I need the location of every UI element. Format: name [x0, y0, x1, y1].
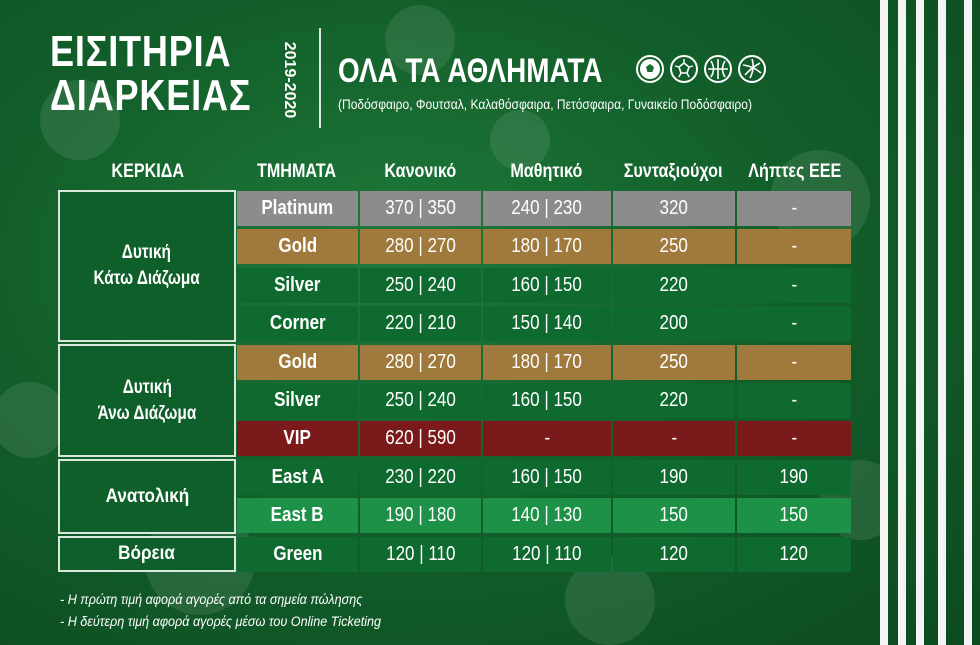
section-cell: East B	[237, 498, 358, 533]
sports-title: ΟΛΑ ΤΑ ΑΘΛΗΜΑΤΑ	[338, 52, 603, 90]
futsal-ball-icon	[670, 55, 698, 83]
section-cell: Gold	[237, 229, 358, 264]
stand-west-upper: Δυτική Άνω Διάζωμα	[58, 344, 236, 457]
regular-price-cell: 250 | 240	[360, 383, 481, 418]
student-price-cell: 240 | 230	[483, 191, 611, 226]
section-cell: Green	[237, 537, 358, 572]
student-price-cell: 180 | 170	[483, 345, 611, 380]
pensioner-price-cell: 220	[613, 268, 735, 303]
eee-price-cell: 150	[737, 498, 851, 533]
pensioner-price-cell: 190	[613, 460, 735, 495]
pensioner-price-cell: 320	[613, 191, 735, 226]
eee-price-cell: -	[737, 383, 851, 418]
regular-price-cell: 370 | 350	[360, 191, 481, 226]
section-cell: Platinum	[237, 191, 358, 226]
footnote-2: - Η δεύτερη τιμή αφορά αγορές μέσω του O…	[60, 613, 382, 629]
sports-subtitle: (Ποδόσφαιρο, Φουτσαλ, Καλαθόσφαιρα, Πετό…	[338, 96, 752, 112]
header-pensioner: Συνταξιούχοι	[623, 161, 723, 182]
regular-price-cell: 120 | 110	[360, 537, 481, 572]
footnote-1: - Η πρώτη τιμή αφορά αγορές από τα σημεί…	[60, 591, 363, 607]
student-price-cell: 180 | 170	[483, 229, 611, 264]
pensioner-price-cell: -	[613, 421, 735, 456]
soccer-ball-icon	[636, 55, 664, 83]
student-price-cell: 150 | 140	[483, 306, 611, 341]
student-price-cell: 120 | 110	[483, 537, 611, 572]
volleyball-icon	[738, 55, 766, 83]
title-line-2: ΔΙΑΡΚΕΙΑΣ	[50, 71, 252, 120]
header-student: Μαθητικό	[509, 161, 583, 182]
pensioner-price-cell: 200	[613, 306, 735, 341]
eee-price-cell: 190	[737, 460, 851, 495]
page-title: ΕΙΣΙΤΗΡΙΑ ΔΙΑΡΚΕΙΑΣ	[50, 30, 251, 118]
regular-price-cell: 220 | 210	[360, 306, 481, 341]
pensioner-price-cell: 120	[613, 537, 735, 572]
stand-west-lower: Δυτική Κάτω Διάζωμα	[58, 190, 236, 342]
student-price-cell: -	[483, 421, 611, 456]
eee-price-cell: -	[737, 345, 851, 380]
header-regular: Κανονικό	[384, 161, 456, 182]
eee-price-cell: -	[737, 191, 851, 226]
eee-price-cell: -	[737, 268, 851, 303]
section-cell: Silver	[237, 383, 358, 418]
basketball-icon	[704, 55, 732, 83]
eee-price-cell: -	[737, 229, 851, 264]
sport-icons	[636, 55, 766, 83]
regular-price-cell: 190 | 180	[360, 498, 481, 533]
student-price-cell: 140 | 130	[483, 498, 611, 533]
eee-price-cell: -	[737, 306, 851, 341]
stand-east: Ανατολική	[58, 459, 236, 534]
eee-price-cell: 120	[737, 537, 851, 572]
stand-north: Βόρεια	[58, 536, 236, 572]
section-cell: Silver	[237, 268, 358, 303]
footnotes: - Η πρώτη τιμή αφορά αγορές από τα σημεί…	[60, 588, 417, 632]
eee-price-cell: -	[737, 421, 851, 456]
student-price-cell: 160 | 150	[483, 460, 611, 495]
header-eee: Λήπτες ΕΕΕ	[747, 161, 842, 182]
header-stand: ΚΕΡΚΙΔΑ	[111, 161, 184, 182]
pensioner-price-cell: 250	[613, 345, 735, 380]
pensioner-price-cell: 220	[613, 383, 735, 418]
pensioner-price-cell: 250	[613, 229, 735, 264]
decorative-stripes	[880, 0, 980, 645]
section-cell: Corner	[237, 306, 358, 341]
pensioner-price-cell: 150	[613, 498, 735, 533]
regular-price-cell: 230 | 220	[360, 460, 481, 495]
header-divider	[319, 28, 321, 128]
title-line-1: ΕΙΣΙΤΗΡΙΑ	[50, 27, 232, 76]
section-cell: East A	[237, 460, 358, 495]
season-label: 2019-2020	[281, 41, 298, 119]
regular-price-cell: 250 | 240	[360, 268, 481, 303]
student-price-cell: 160 | 150	[483, 383, 611, 418]
section-cell: VIP	[237, 421, 358, 456]
student-price-cell: 160 | 150	[483, 268, 611, 303]
regular-price-cell: 280 | 270	[360, 345, 481, 380]
regular-price-cell: 280 | 270	[360, 229, 481, 264]
section-cell: Gold	[237, 345, 358, 380]
header-section: ΤΜΗΜΑΤΑ	[257, 161, 337, 182]
regular-price-cell: 620 | 590	[360, 421, 481, 456]
